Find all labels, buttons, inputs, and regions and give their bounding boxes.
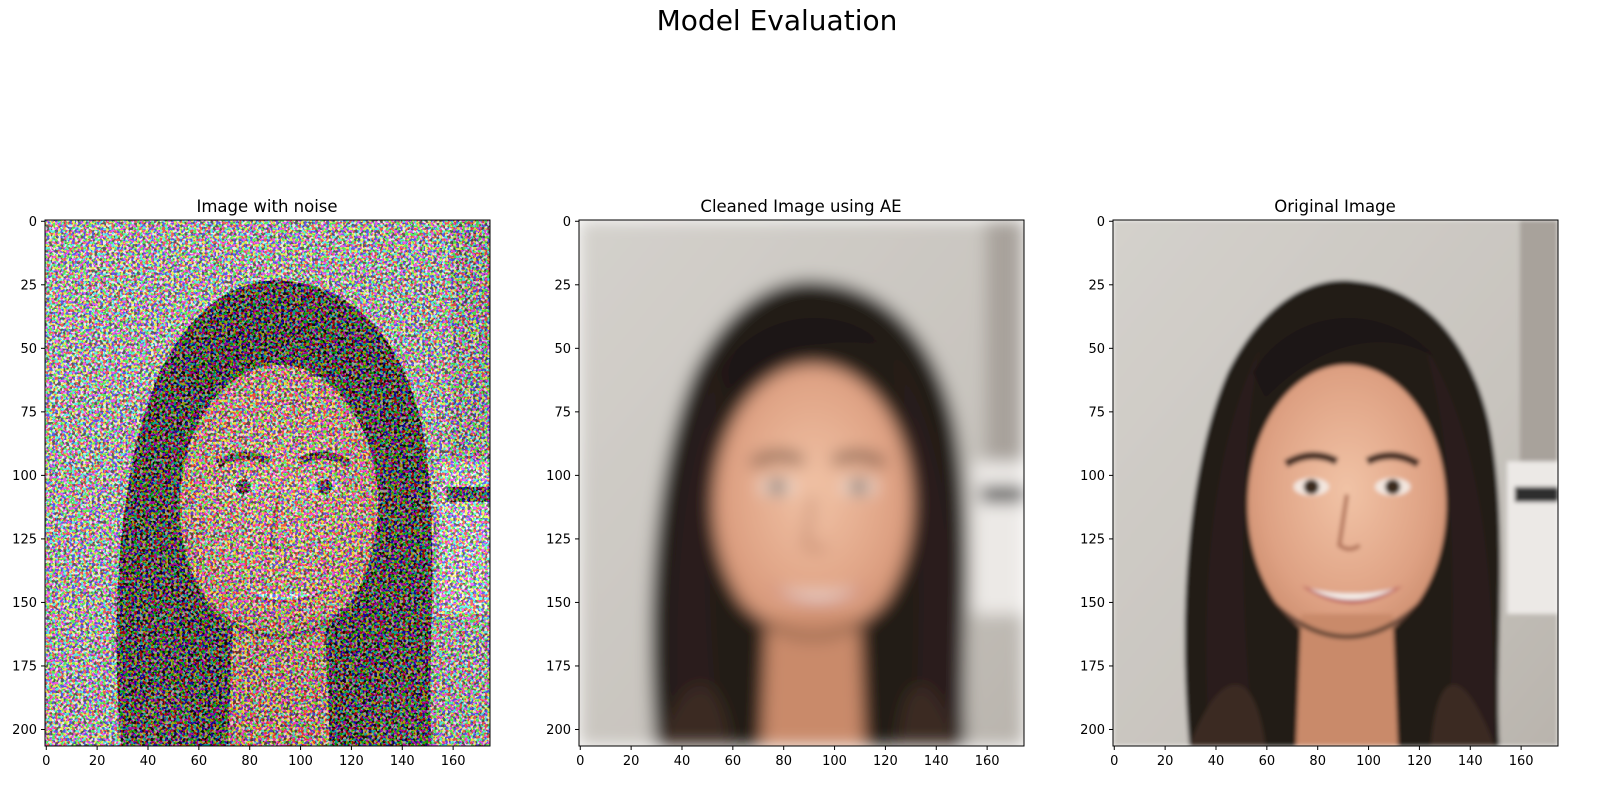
x-tick-label: 160 — [1509, 754, 1534, 769]
y-tick-label: 125 — [546, 532, 571, 547]
y-tick-label: 0 — [1097, 215, 1105, 230]
original-image — [1113, 220, 1558, 746]
x-tick-label: 100 — [822, 754, 847, 769]
x-tick-label: 120 — [1407, 754, 1432, 769]
y-tick-label: 50 — [554, 342, 571, 357]
x-tick-label: 20 — [89, 754, 106, 769]
y-tick-label: 150 — [1080, 596, 1105, 611]
y-tick-label: 200 — [1080, 723, 1105, 738]
x-tick-label: 140 — [924, 754, 949, 769]
axis-ticks: 0 20 40 60 80 100 120 140 160 0 25 50 75 100 125 150 175… — [546, 215, 999, 769]
x-tick-label: 40 — [1208, 754, 1225, 769]
x-tick-label: 80 — [241, 754, 258, 769]
y-tick-label: 100 — [12, 469, 37, 484]
x-tick-label: 40 — [674, 754, 691, 769]
y-tick-label: 75 — [1088, 405, 1105, 420]
subplot-original-image: Original Image 0 20 40 60 80 100 120 140 160 0 25 5… — [1080, 197, 1559, 769]
x-tick-label: 140 — [390, 754, 415, 769]
axis-ticks: 0 20 40 60 80 100 120 140 160 0 25 50 75 100 125 150 175… — [12, 215, 465, 769]
axes-frame — [1112, 219, 1559, 747]
x-tick-label: 20 — [623, 754, 640, 769]
axis-ticks: 0 20 40 60 80 100 120 140 160 0 25 50 75 100 125 150 175… — [1080, 215, 1533, 769]
figure-suptitle: Model Evaluation — [657, 4, 898, 37]
y-tick-label: 0 — [563, 215, 571, 230]
x-tick-label: 20 — [1157, 754, 1174, 769]
y-tick-label: 100 — [1080, 469, 1105, 484]
x-tick-label: 120 — [339, 754, 364, 769]
y-tick-label: 75 — [20, 405, 37, 420]
subplot-title: Cleaned Image using AE — [700, 197, 901, 216]
y-tick-label: 25 — [1088, 278, 1105, 293]
y-tick-label: 50 — [20, 342, 37, 357]
y-tick-label: 100 — [546, 469, 571, 484]
x-tick-label: 160 — [441, 754, 466, 769]
subplot-image-with-noise: Image with noise 0 20 40 60 80 100 120 140 160 0 2… — [12, 197, 491, 769]
x-tick-label: 160 — [975, 754, 1000, 769]
y-tick-label: 150 — [12, 596, 37, 611]
subplot-title: Image with noise — [196, 197, 337, 216]
x-tick-label: 0 — [42, 754, 50, 769]
subplot-cleaned-image: Cleaned Image using AE 0 20 40 60 80 100 120 14… — [546, 197, 1025, 769]
y-tick-label: 25 — [554, 278, 571, 293]
y-tick-label: 50 — [1088, 342, 1105, 357]
x-tick-label: 120 — [873, 754, 898, 769]
x-tick-label: 100 — [1356, 754, 1381, 769]
x-tick-label: 0 — [576, 754, 584, 769]
subplot-title: Original Image — [1274, 197, 1396, 216]
y-tick-label: 200 — [12, 723, 37, 738]
y-tick-label: 175 — [1080, 659, 1105, 674]
y-tick-label: 25 — [20, 278, 37, 293]
y-tick-label: 75 — [554, 405, 571, 420]
noisy-image — [45, 220, 490, 746]
x-tick-label: 60 — [1259, 754, 1276, 769]
y-tick-label: 175 — [546, 659, 571, 674]
y-tick-label: 125 — [12, 532, 37, 547]
x-tick-label: 80 — [1309, 754, 1326, 769]
y-tick-label: 125 — [1080, 532, 1105, 547]
x-tick-label: 100 — [288, 754, 313, 769]
x-tick-label: 60 — [191, 754, 208, 769]
axes-frame — [44, 219, 491, 747]
x-tick-label: 80 — [775, 754, 792, 769]
x-tick-label: 40 — [140, 754, 157, 769]
y-tick-label: 200 — [546, 723, 571, 738]
y-tick-label: 0 — [29, 215, 37, 230]
x-tick-label: 60 — [725, 754, 742, 769]
x-tick-label: 140 — [1458, 754, 1483, 769]
x-tick-label: 0 — [1110, 754, 1118, 769]
axes-frame — [578, 219, 1025, 747]
y-tick-label: 175 — [12, 659, 37, 674]
y-tick-label: 150 — [546, 596, 571, 611]
cleaned-image — [579, 220, 1024, 746]
